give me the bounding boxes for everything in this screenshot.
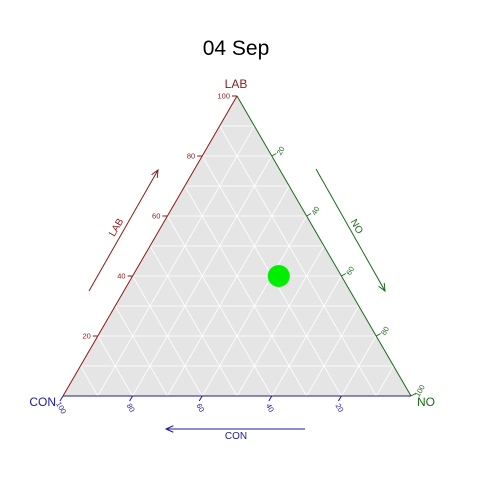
tick-label-lab: 100 — [217, 92, 230, 101]
tick-con — [198, 395, 203, 402]
tick-label-con: 100 — [54, 400, 68, 415]
tick-label-con: 80 — [125, 402, 137, 414]
tick-no — [375, 333, 381, 337]
grid-line-no — [236, 245, 325, 397]
grid-line-no — [341, 335, 377, 397]
vertex-label-con: CON — [29, 395, 56, 409]
arrow-lab-line — [88, 169, 159, 292]
axis-line-lab — [62, 95, 238, 397]
tick-label-lab: 20 — [82, 332, 90, 341]
arrow-lab-head — [151, 168, 159, 179]
grid-line-no — [97, 125, 255, 397]
grid-line-con — [219, 125, 377, 397]
tick-no — [410, 393, 416, 397]
arrow-no-head — [378, 282, 386, 293]
axis-title-lab: LAB — [107, 217, 126, 239]
grid-line-con — [114, 305, 168, 397]
axis-title-no: NO — [348, 218, 365, 237]
axis-title-con: CON — [225, 431, 247, 442]
tick-label-no: 20 — [275, 145, 287, 157]
tick-label-lab: 60 — [152, 212, 160, 221]
grid-line-no — [167, 185, 290, 397]
chart-title: 04 Sep — [203, 37, 270, 60]
tick-no — [341, 273, 347, 277]
tick-no — [306, 213, 312, 217]
tick-label-no: 80 — [379, 325, 391, 337]
tick-con — [59, 395, 64, 402]
tick-label-con: 60 — [194, 402, 206, 414]
tick-label-lab: 40 — [117, 272, 125, 281]
tick-label-no: 60 — [344, 265, 356, 277]
tick-label-lab: 80 — [187, 152, 195, 161]
data-point — [267, 265, 290, 287]
arrow-con-head — [164, 425, 174, 433]
grid-line-no — [375, 365, 394, 397]
grid-line-con — [97, 335, 133, 397]
tick-con — [129, 395, 134, 402]
grid-line-con — [80, 365, 99, 397]
arrow-no-line — [315, 168, 386, 292]
grid-line-con — [184, 185, 307, 397]
grid-line-con — [149, 245, 238, 397]
tick-con — [268, 395, 273, 402]
tick-no — [271, 153, 277, 157]
grid-line-no — [271, 275, 342, 397]
tick-label-no: 40 — [309, 205, 321, 217]
tick-label-con: 40 — [264, 402, 276, 414]
axis-line-no — [236, 95, 412, 397]
grid-line-no — [306, 305, 360, 397]
tick-label-con: 20 — [334, 402, 346, 414]
vertex-label-lab: LAB — [225, 77, 248, 91]
vertex-label-no: NO — [417, 395, 435, 409]
grid-line-con — [132, 275, 203, 397]
tick-con — [337, 395, 342, 402]
